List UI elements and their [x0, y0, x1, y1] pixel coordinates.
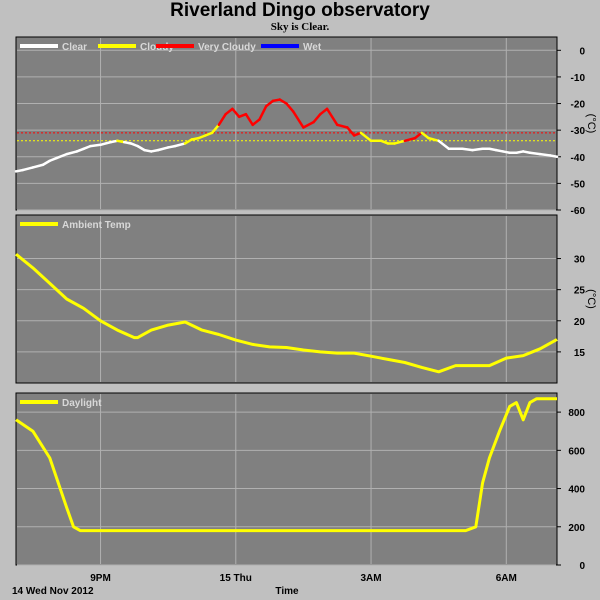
sky-temp-segment — [65, 150, 79, 156]
date-label: 14 Wed Nov 2012 — [12, 586, 94, 597]
chart-subtitle: Sky is Clear. — [270, 21, 330, 33]
sky-temp-segment — [285, 102, 295, 113]
legend-label: Ambient Temp — [62, 220, 131, 231]
sky-temp-segment — [244, 112, 254, 127]
sky-temp-segment — [548, 154, 559, 159]
sky-temp-segment — [335, 123, 349, 129]
y-tick-label: 30 — [574, 255, 586, 266]
sky-temp-segment — [258, 104, 268, 121]
legend-label: Very Cloudy — [198, 42, 256, 53]
sky-temp-segment — [41, 159, 52, 167]
sky-temp-segment — [231, 107, 241, 119]
x-tick-label: 3AM — [360, 573, 381, 584]
sky-temp-segment — [251, 118, 261, 127]
y-axis-label: (°C) — [585, 289, 597, 309]
y-tick-label: 200 — [568, 523, 585, 534]
sky-temp-segment — [183, 138, 194, 145]
sky-temp-segment — [403, 136, 417, 143]
x-tick-label: 6AM — [496, 573, 517, 584]
y-tick-label: -10 — [571, 73, 586, 84]
sky-temp-segment — [302, 120, 315, 129]
plot-background — [15, 36, 558, 211]
sky-temp-segment — [319, 107, 329, 116]
plot-background — [15, 392, 558, 566]
sky-temp-segment — [21, 166, 35, 172]
y-tick-label: 0 — [579, 46, 585, 57]
x-tick-label: 15 Thu — [220, 573, 252, 584]
sky-temp-segment — [528, 151, 542, 156]
sky-temp-segment — [210, 123, 221, 135]
legend-label: Clear — [62, 42, 87, 53]
panel-sky: 0-10-20-30-40-50-60(°C)ClearCloudyVery C… — [14, 36, 597, 217]
sky-temp-segment — [437, 139, 451, 151]
sky-temp-segment — [278, 98, 288, 105]
sky-temp-segment — [413, 131, 423, 140]
y-tick-label: 20 — [574, 317, 586, 328]
x-tick-label: 9PM — [90, 573, 111, 584]
chart-title: Riverland Dingo observatory — [170, 0, 430, 21]
sky-temp-segment — [31, 163, 45, 169]
y-tick-label: -30 — [571, 126, 586, 137]
sky-temp-segment — [538, 152, 552, 157]
sky-temp-segment — [55, 152, 68, 160]
sky-temp-segment — [461, 147, 474, 152]
series-line-daylight — [15, 397, 557, 533]
sky-temp-segment — [292, 110, 305, 129]
sky-temp-segment — [325, 107, 339, 127]
sky-temp-segment — [136, 144, 146, 152]
y-tick-label: 600 — [568, 446, 585, 457]
series-line-temp — [15, 253, 558, 374]
sky-temp-segment — [346, 126, 356, 137]
y-tick-label: -60 — [571, 206, 586, 217]
y-tick-label: 400 — [568, 485, 585, 496]
y-tick-label: -50 — [571, 179, 586, 190]
plot-background — [15, 214, 558, 384]
y-tick-label: 800 — [568, 408, 585, 419]
sky-temp-segment — [99, 140, 112, 147]
y-tick-label: 0 — [579, 561, 585, 572]
sky-temp-segment — [224, 107, 234, 116]
sky-temp-segment — [359, 131, 373, 143]
sky-temp-segment — [89, 143, 102, 148]
sky-temp-segment — [312, 112, 322, 124]
panel-temp: 30 25 20 15 (°C) Ambient Temp — [15, 214, 597, 384]
sky-temp-segment — [420, 131, 430, 140]
sky-temp-segment — [217, 112, 227, 127]
y-tick-label: -40 — [571, 153, 586, 164]
legend-label: Wet — [303, 42, 322, 53]
sky-temp-segment — [264, 99, 275, 108]
y-tick-label: 25 — [574, 286, 586, 297]
sky-temp-segment — [156, 146, 170, 152]
sky-temp-segment — [173, 142, 187, 148]
sky-temp-segment — [393, 139, 407, 145]
legend-label: Daylight — [62, 398, 102, 409]
panel-daylight: 800 600 400 200 0 Daylight — [15, 392, 585, 572]
y-axis-label: (°C) — [585, 114, 597, 134]
y-tick-label: -20 — [571, 100, 586, 111]
y-tick-label: 15 — [574, 348, 586, 359]
sky-temp-segment — [427, 136, 440, 143]
x-axis-label: Time — [275, 586, 299, 597]
sky-temp-segment — [471, 147, 484, 152]
